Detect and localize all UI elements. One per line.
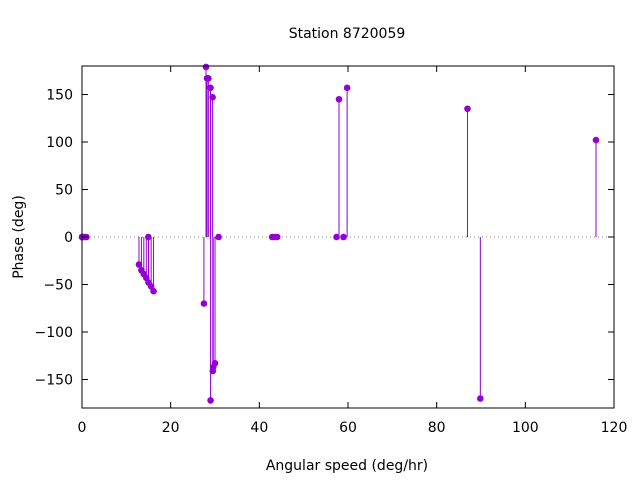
data-point-33 xyxy=(592,136,600,144)
data-point-26 xyxy=(273,233,281,241)
data-point-17 xyxy=(207,84,214,92)
x-tick-label-20: 20 xyxy=(162,420,180,436)
y-tick-label--50: −50 xyxy=(43,278,73,294)
y-tick-label-100: 100 xyxy=(46,135,73,151)
y-axis-label: Phase (deg) xyxy=(11,195,27,279)
x-tick-label-120: 120 xyxy=(601,420,628,436)
x-tick-label-80: 80 xyxy=(428,420,446,436)
data-point-19 xyxy=(209,94,216,101)
x-tick-label-40: 40 xyxy=(250,420,268,436)
chart-title: Station 8720059 xyxy=(289,26,406,42)
data-point-29 xyxy=(340,233,347,241)
y-tick-label--100: −100 xyxy=(35,325,73,341)
data-point-18 xyxy=(207,397,214,404)
y-tick-label-150: 150 xyxy=(46,88,73,104)
data-point-13 xyxy=(200,300,208,307)
data-point-31 xyxy=(464,105,471,113)
x-tick-label-0: 0 xyxy=(78,420,87,436)
x-tick-label-100: 100 xyxy=(512,420,539,436)
x-tick-label-60: 60 xyxy=(339,420,357,436)
data-point-5 xyxy=(135,261,143,268)
y-tick-label--150: −150 xyxy=(35,373,73,389)
y-tick-label-0: 0 xyxy=(64,230,73,246)
data-point-16 xyxy=(205,75,212,82)
data-point-32 xyxy=(477,395,484,402)
plot-marks xyxy=(78,63,614,404)
data-point-14 xyxy=(202,63,210,71)
y-tick-label-50: 50 xyxy=(55,183,73,199)
x-axis-label: Angular speed (deg/hr) xyxy=(266,458,428,474)
data-point-23 xyxy=(215,233,222,241)
data-point-28 xyxy=(335,95,343,103)
axes: 0 20 40 60 80 100 120 −150 −100 −50 0 50 100 150 xyxy=(35,65,628,436)
data-point-30 xyxy=(343,84,351,92)
data-point-22 xyxy=(211,360,219,367)
data-point-27 xyxy=(333,233,340,241)
data-point-12 xyxy=(150,287,157,295)
